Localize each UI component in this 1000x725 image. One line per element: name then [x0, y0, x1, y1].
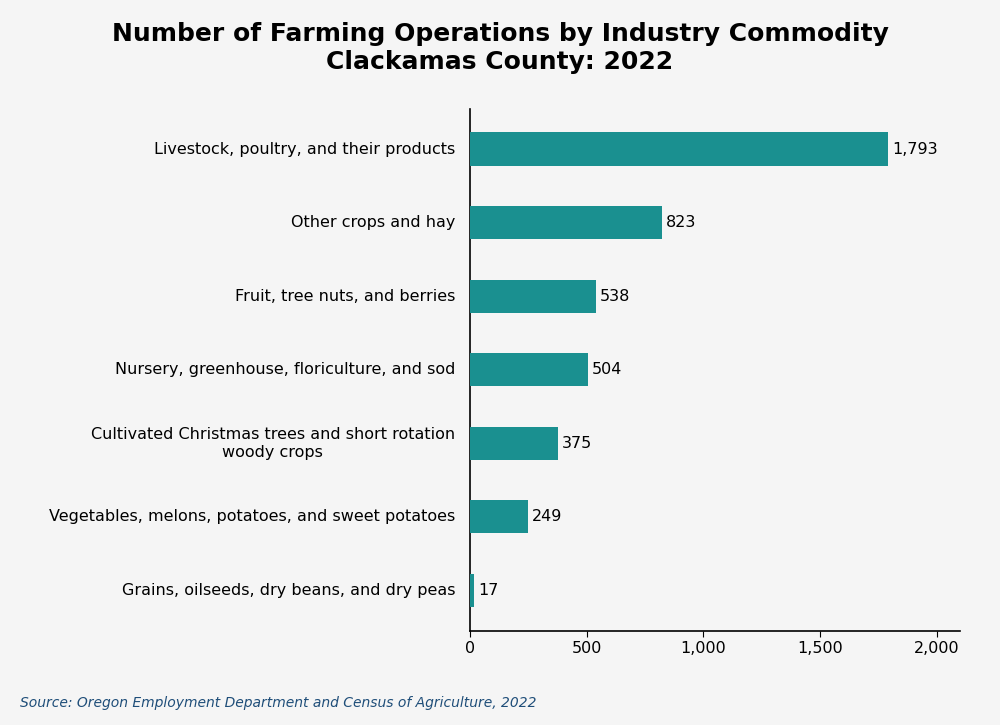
Bar	[470, 280, 596, 312]
Text: Fruit, tree nuts, and berries: Fruit, tree nuts, and berries	[235, 289, 455, 304]
Text: Cultivated Christmas trees and short rotation
woody crops: Cultivated Christmas trees and short rot…	[91, 427, 455, 460]
Text: 823: 823	[666, 215, 697, 230]
Text: 504: 504	[592, 362, 622, 377]
Text: 1,793: 1,793	[893, 141, 938, 157]
Bar	[470, 353, 588, 386]
Text: 375: 375	[562, 436, 592, 451]
Text: Livestock, poultry, and their products: Livestock, poultry, and their products	[154, 141, 455, 157]
Text: 17: 17	[478, 583, 499, 598]
Text: Nursery, greenhouse, floriculture, and sod: Nursery, greenhouse, floriculture, and s…	[115, 362, 455, 377]
Text: Number of Farming Operations by Industry Commodity
Clackamas County: 2022: Number of Farming Operations by Industry…	[112, 22, 888, 73]
Bar	[470, 206, 662, 239]
Text: 538: 538	[600, 289, 630, 304]
Text: Grains, oilseeds, dry beans, and dry peas: Grains, oilseeds, dry beans, and dry pea…	[122, 583, 455, 598]
Bar	[470, 500, 528, 534]
Text: Source: Oregon Employment Department and Census of Agriculture, 2022: Source: Oregon Employment Department and…	[20, 697, 536, 710]
Bar	[470, 574, 474, 607]
Text: 249: 249	[532, 510, 563, 524]
Text: Other crops and hay: Other crops and hay	[291, 215, 455, 230]
Text: Vegetables, melons, potatoes, and sweet potatoes: Vegetables, melons, potatoes, and sweet …	[49, 510, 455, 524]
Bar	[470, 133, 888, 165]
Bar	[470, 427, 558, 460]
